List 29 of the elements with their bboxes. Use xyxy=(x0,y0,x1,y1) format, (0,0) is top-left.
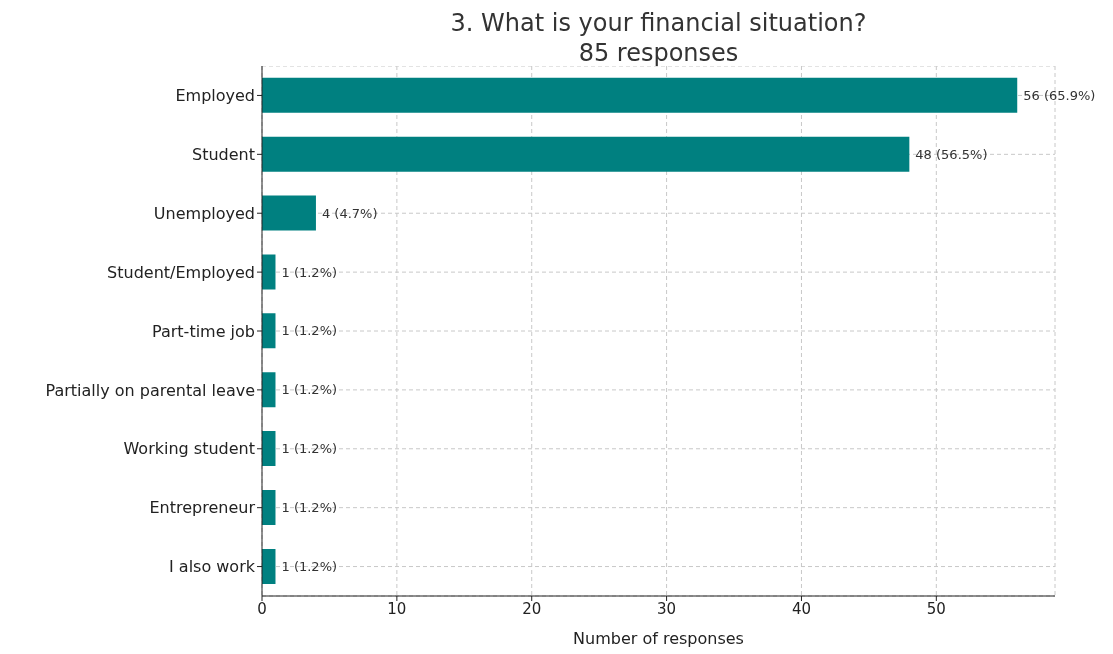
data-label: 1 (1.2%) xyxy=(281,323,338,339)
data-label: 1 (1.2%) xyxy=(281,441,338,457)
y-tick-label: Employed xyxy=(175,86,255,106)
x-axis-title: Number of responses xyxy=(573,629,744,648)
bar xyxy=(262,195,316,231)
y-tick-label: Partially on parental leave xyxy=(45,380,255,400)
x-tick-label: 50 xyxy=(926,599,946,618)
y-tick-label: Student/Employed xyxy=(107,262,255,282)
bar xyxy=(262,77,1018,113)
bar xyxy=(262,136,910,172)
data-label: 4 (4.7%) xyxy=(321,205,378,221)
data-label: 1 (1.2%) xyxy=(281,559,338,574)
x-tick-label: 40 xyxy=(791,599,811,618)
y-tick-label: Working student xyxy=(123,439,255,459)
y-tick-label: Student xyxy=(192,145,255,165)
y-tick-label: Unemployed xyxy=(153,203,255,223)
data-label: 56 (65.9%) xyxy=(1023,87,1096,103)
y-tick-label: Entrepreneur xyxy=(149,498,256,518)
x-tick-label: 30 xyxy=(657,599,677,618)
data-label: 1 (1.2%) xyxy=(281,500,338,516)
data-label: 48 (56.5%) xyxy=(915,146,988,162)
data-label: 1 (1.2%) xyxy=(281,264,338,280)
x-tick-label: 20 xyxy=(522,599,542,618)
data-label: 1 (1.2%) xyxy=(281,382,338,398)
x-tick-label: 0 xyxy=(257,599,267,618)
x-tick-label: 10 xyxy=(387,599,407,618)
y-tick-label: I also work xyxy=(169,557,256,577)
y-tick-label: Part-time job xyxy=(152,321,255,341)
chart-title: 3. What is your financial situation? 85 responses xyxy=(449,8,868,67)
